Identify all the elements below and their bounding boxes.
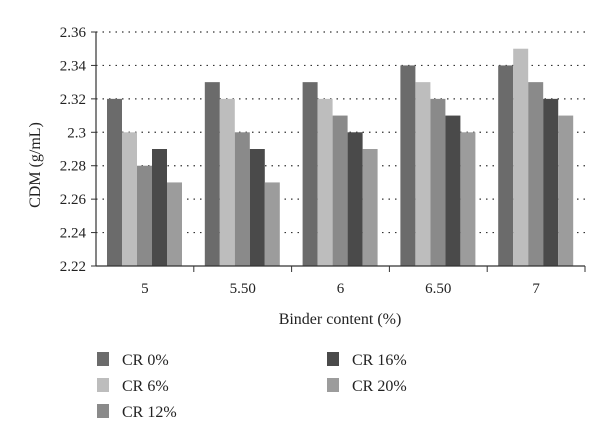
bar-cr-16--5-50 [249, 149, 265, 266]
bar-cr-16--5 [152, 149, 167, 266]
bar-cr-16--6-50 [445, 115, 461, 266]
x-tick-labels: 5 5.50 6 6.50 7 [141, 281, 540, 297]
bar-cr-6--7 [513, 48, 529, 266]
legend-label: CR 12% [122, 404, 177, 421]
bars [107, 48, 574, 267]
axes [91, 31, 586, 272]
y-tick-label: 2.28 [60, 159, 86, 175]
y-tick-labels: 2.22 2.24 2.26 2.28 2.3 2.32 2.34 2.36 [60, 25, 87, 275]
bar-cr-12--6-50 [430, 98, 446, 266]
bar-cr-20--7 [558, 115, 574, 266]
bar-cr-20--6 [362, 149, 378, 266]
legend-label: CR 20% [352, 378, 407, 395]
bar-cr-0--7 [498, 65, 514, 266]
bar-cr-0--5 [107, 98, 122, 266]
bar-cr-12--5-50 [234, 132, 250, 266]
bar-cr-12--6 [332, 115, 348, 266]
bar-cr-0--6 [302, 82, 318, 267]
y-tick-label: 2.36 [60, 25, 87, 41]
bar-cr-12--5 [137, 165, 152, 266]
bar-cr-16--6 [347, 132, 363, 266]
y-tick-label: 2.24 [60, 226, 87, 242]
x-tick-label: 6 [337, 281, 345, 297]
legend-swatch [97, 378, 109, 392]
y-tick-label: 2.34 [60, 58, 87, 74]
x-tick-label: 7 [532, 281, 540, 297]
legend-label: CR 6% [122, 378, 169, 395]
bar-cr-0--5-50 [204, 82, 220, 267]
y-tick-label: 2.26 [60, 192, 87, 208]
bar-cr-6--5 [122, 132, 137, 266]
bar-cr-20--6-50 [460, 132, 476, 266]
y-tick-label: 2.22 [60, 259, 86, 275]
bar-cr-0--6-50 [400, 65, 416, 266]
x-axis-title: Binder content (%) [279, 311, 402, 328]
bar-cr-6--5-50 [219, 98, 235, 266]
legend-swatch [327, 352, 339, 366]
y-axis-title: CDM (g/mL) [27, 122, 44, 208]
x-tick-label: 5 [141, 281, 149, 297]
legend-swatch [97, 404, 109, 418]
y-tick-label: 2.32 [60, 92, 86, 108]
x-tick-label: 5.50 [230, 281, 256, 297]
bar-cr-20--5-50 [264, 182, 280, 266]
x-tick-label: 6.50 [425, 281, 451, 297]
bar-cr-6--6 [317, 98, 333, 266]
legend: CR 0% CR 6% CR 12% CR 16% CR 20% [97, 352, 407, 421]
bar-cr-6--6-50 [415, 82, 431, 267]
legend-label: CR 16% [352, 352, 407, 369]
bar-cr-16--7 [543, 98, 559, 266]
y-tick-label: 2.3 [67, 125, 86, 141]
legend-label: CR 0% [122, 352, 169, 369]
bar-cr-20--5 [167, 182, 182, 266]
legend-swatch [97, 352, 109, 366]
legend-swatch [327, 378, 339, 392]
bar-cr-12--7 [528, 82, 544, 267]
